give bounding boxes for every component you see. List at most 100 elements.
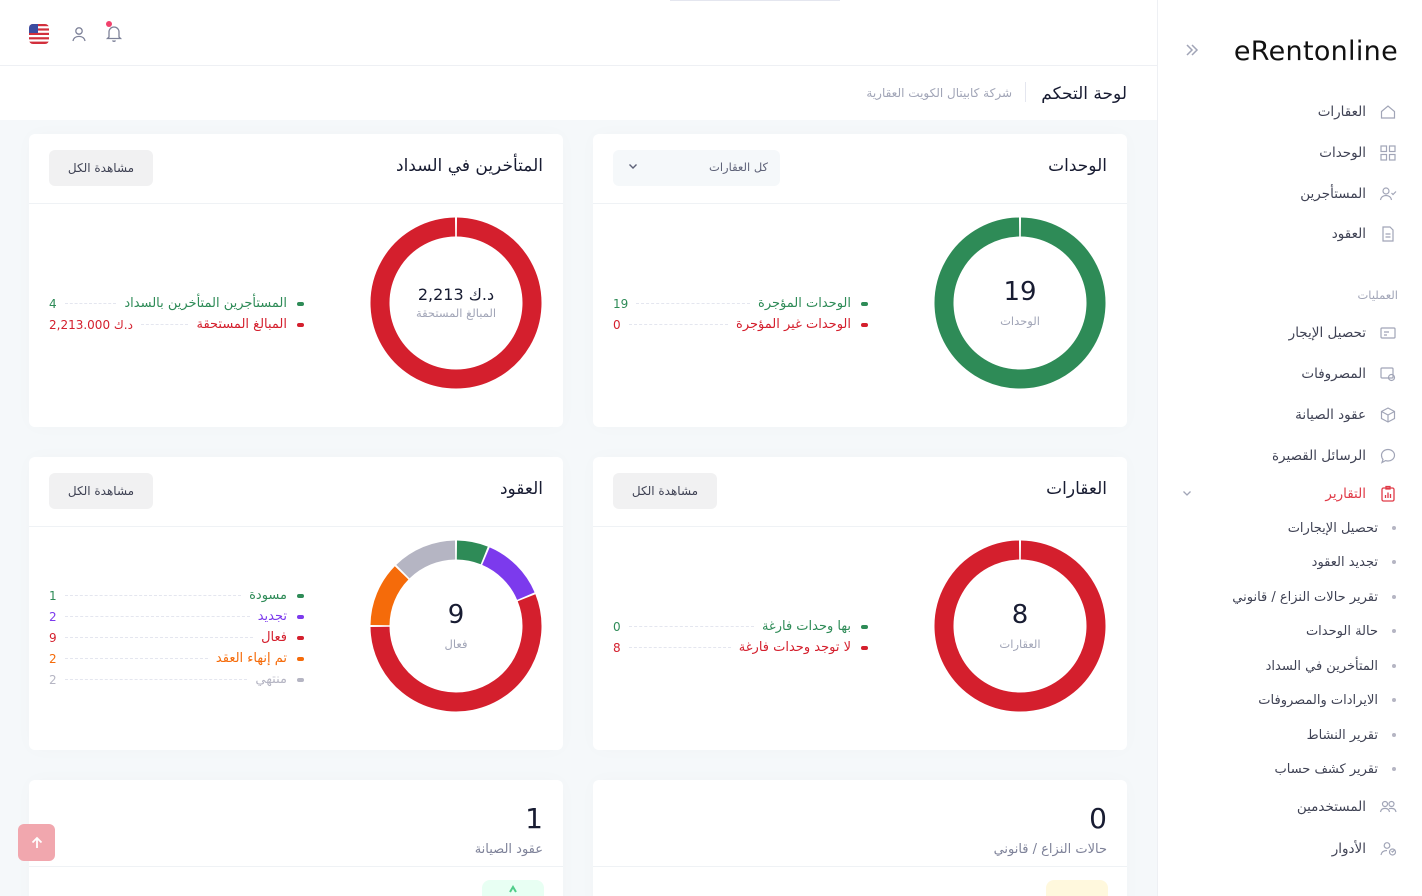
late-payers-legend: المستأجرين المتأخرين بالسداد 4 المبالغ الم… — [49, 293, 304, 335]
bullet-dot — [1392, 526, 1396, 530]
legend-leader-line — [64, 679, 248, 680]
sidebar-item-units[interactable]: الوحدات — [1169, 137, 1398, 169]
late-payers-donut-chart — [370, 217, 542, 389]
legend-label: الوحدات غير المؤجرة — [736, 317, 851, 332]
sidebar-item-reports[interactable]: التقارير — [1169, 478, 1398, 510]
sidebar-item-label: المصروفات — [1301, 366, 1366, 382]
scroll-top-button[interactable] — [18, 824, 55, 861]
sidebar-subitem-label: حالة الوحدات — [1305, 623, 1378, 639]
legend-value: 0 — [613, 317, 621, 332]
legend-bullet — [297, 677, 304, 682]
breadcrumb: شركة كابيتال الكويت العقارية — [866, 86, 1012, 100]
legend-label: لا توجد وحدات فارغة — [738, 640, 851, 655]
sidebar-item-label: تحصيل الإيجار — [1288, 325, 1366, 341]
expense-icon — [1378, 364, 1398, 384]
donut-slice — [934, 540, 1106, 712]
sidebar-subitem-late-payers[interactable]: المتأخرين في السداد — [1266, 653, 1398, 679]
legend-item: الوحدات المؤجرة 19 — [613, 293, 868, 314]
bell-icon[interactable] — [104, 23, 124, 43]
sidebar-subitem-income-expenses[interactable]: الايرادات والمصروفات — [1258, 687, 1398, 713]
us-flag-icon[interactable] — [29, 24, 49, 44]
select-value: كل العقارات — [709, 160, 768, 174]
legend-value: 1 — [49, 588, 57, 603]
stat-value: 0 — [1089, 802, 1107, 835]
sidebar-subitem-activity-report[interactable]: تقرير النشاط — [1307, 722, 1398, 748]
sidebar-item-users[interactable]: المستخدمين — [1169, 791, 1398, 823]
sidebar-item-sms[interactable]: الرسائل القصيرة — [1169, 440, 1398, 472]
sidebar-item-expenses[interactable]: المصروفات — [1169, 358, 1398, 390]
legend-label: الوحدات المؤجرة — [758, 296, 851, 311]
view-all-button[interactable]: مشاهدة الكل — [49, 150, 153, 186]
legend-value: 9 — [49, 630, 57, 645]
card-header: الوحدات كل العقارات — [593, 134, 1127, 204]
sidebar: eRentonline العقارات الوحدات المستأجرين … — [1157, 0, 1422, 896]
sidebar-item-maintenance-contracts[interactable]: عقود الصيانة — [1169, 399, 1398, 431]
users-icon — [1378, 797, 1398, 817]
view-all-button[interactable]: مشاهدة الكل — [49, 473, 153, 509]
card-title: العقود — [499, 479, 543, 499]
legend-bullet — [861, 322, 868, 327]
legend-value: 2 — [49, 651, 57, 666]
property-filter-select[interactable]: كل العقارات — [613, 150, 780, 186]
roles-icon — [1378, 839, 1398, 859]
units-card: الوحدات كل العقارات 19 الوحدات الوحدات ا… — [593, 134, 1127, 427]
legend-leader-line — [64, 595, 242, 596]
stat-label: حالات النزاع / قانوني — [993, 842, 1107, 857]
stat-label: عقود الصيانة — [474, 842, 543, 857]
sidebar-item-label: العقود — [1331, 226, 1366, 242]
disputes-stat-card: 0 حالات النزاع / قانوني — [593, 780, 1127, 896]
donut-label: العقارات — [999, 637, 1041, 652]
legend-bullet — [861, 624, 868, 629]
legend-leader-line — [64, 303, 117, 304]
header-accent-line — [670, 0, 840, 1]
legend-item: مسودة 1 — [49, 585, 304, 606]
user-icon[interactable] — [70, 25, 88, 43]
legend-bullet — [297, 322, 304, 327]
legend-value: 8 — [613, 640, 621, 655]
legend-item: المستأجرين المتأخرين بالسداد 4 — [49, 293, 304, 314]
divider — [29, 866, 563, 867]
sidebar-item-label: المستخدمين — [1296, 799, 1366, 815]
legend-value: 2 — [49, 672, 57, 687]
legend-value: 19 — [613, 296, 629, 311]
sidebar-subitem-label: تقرير النشاط — [1306, 727, 1378, 743]
sidebar-item-properties[interactable]: العقارات — [1169, 96, 1398, 128]
legend-value: 2 — [49, 609, 57, 624]
donut-slice — [481, 547, 535, 601]
sidebar-subitem-account-statement[interactable]: تقرير كشف حساب — [1275, 756, 1399, 782]
sidebar-collapse-button[interactable] — [1184, 42, 1200, 63]
document-icon — [1378, 224, 1398, 244]
legend-bullet — [861, 645, 868, 650]
home-icon — [1378, 102, 1398, 122]
view-all-button[interactable]: مشاهدة الكل — [613, 473, 717, 509]
sidebar-item-rent-collection[interactable]: تحصيل الإيجار — [1169, 317, 1398, 349]
sidebar-subitem-contract-renewals[interactable]: تجديد العقود — [1312, 549, 1398, 575]
legend-value: 0 — [613, 619, 621, 634]
breadcrumb-separator — [1025, 82, 1026, 102]
legend-label: المستأجرين المتأخرين بالسداد — [124, 296, 287, 311]
sidebar-item-tenants[interactable]: المستأجرين — [1169, 178, 1398, 210]
legend-item: المبالغ المستحقة 2,213.000 د.ك — [49, 314, 304, 335]
card-header: المتأخرين في السداد مشاهدة الكل — [29, 134, 563, 204]
donut-value: 2,213 د.ك — [417, 285, 495, 305]
donut-label: الوحدات — [1000, 314, 1040, 329]
user-check-icon — [1378, 184, 1398, 204]
maintenance-icon — [509, 885, 517, 893]
sidebar-item-roles[interactable]: الأدوار — [1169, 833, 1398, 865]
arrow-up-icon — [31, 836, 42, 848]
sidebar-item-label: المستأجرين — [1300, 186, 1366, 202]
sidebar-item-contracts[interactable]: العقود — [1169, 218, 1398, 250]
legend-label: تم إنهاء العقد — [215, 651, 287, 666]
sidebar-subitem-units-status[interactable]: حالة الوحدات — [1306, 618, 1398, 644]
legend-label: بها وحدات فارغة — [761, 619, 851, 634]
card-header: العقارات مشاهدة الكل — [593, 457, 1127, 527]
sidebar-subitem-disputes-report[interactable]: تقرير حالات النزاع / قانوني — [1232, 584, 1398, 610]
legend-label: مسودة — [249, 588, 287, 603]
sidebar-subitem-rent-collections-report[interactable]: تحصيل الإيجارات — [1288, 515, 1398, 541]
donut-center: 9 فعال — [370, 540, 542, 712]
legend-bullet — [861, 301, 868, 306]
brand-logo[interactable]: eRentonline — [1234, 36, 1398, 67]
legend-item: تم إنهاء العقد 2 — [49, 648, 304, 669]
chevron-down-icon — [627, 160, 639, 172]
donut-value: 9 — [447, 599, 465, 630]
